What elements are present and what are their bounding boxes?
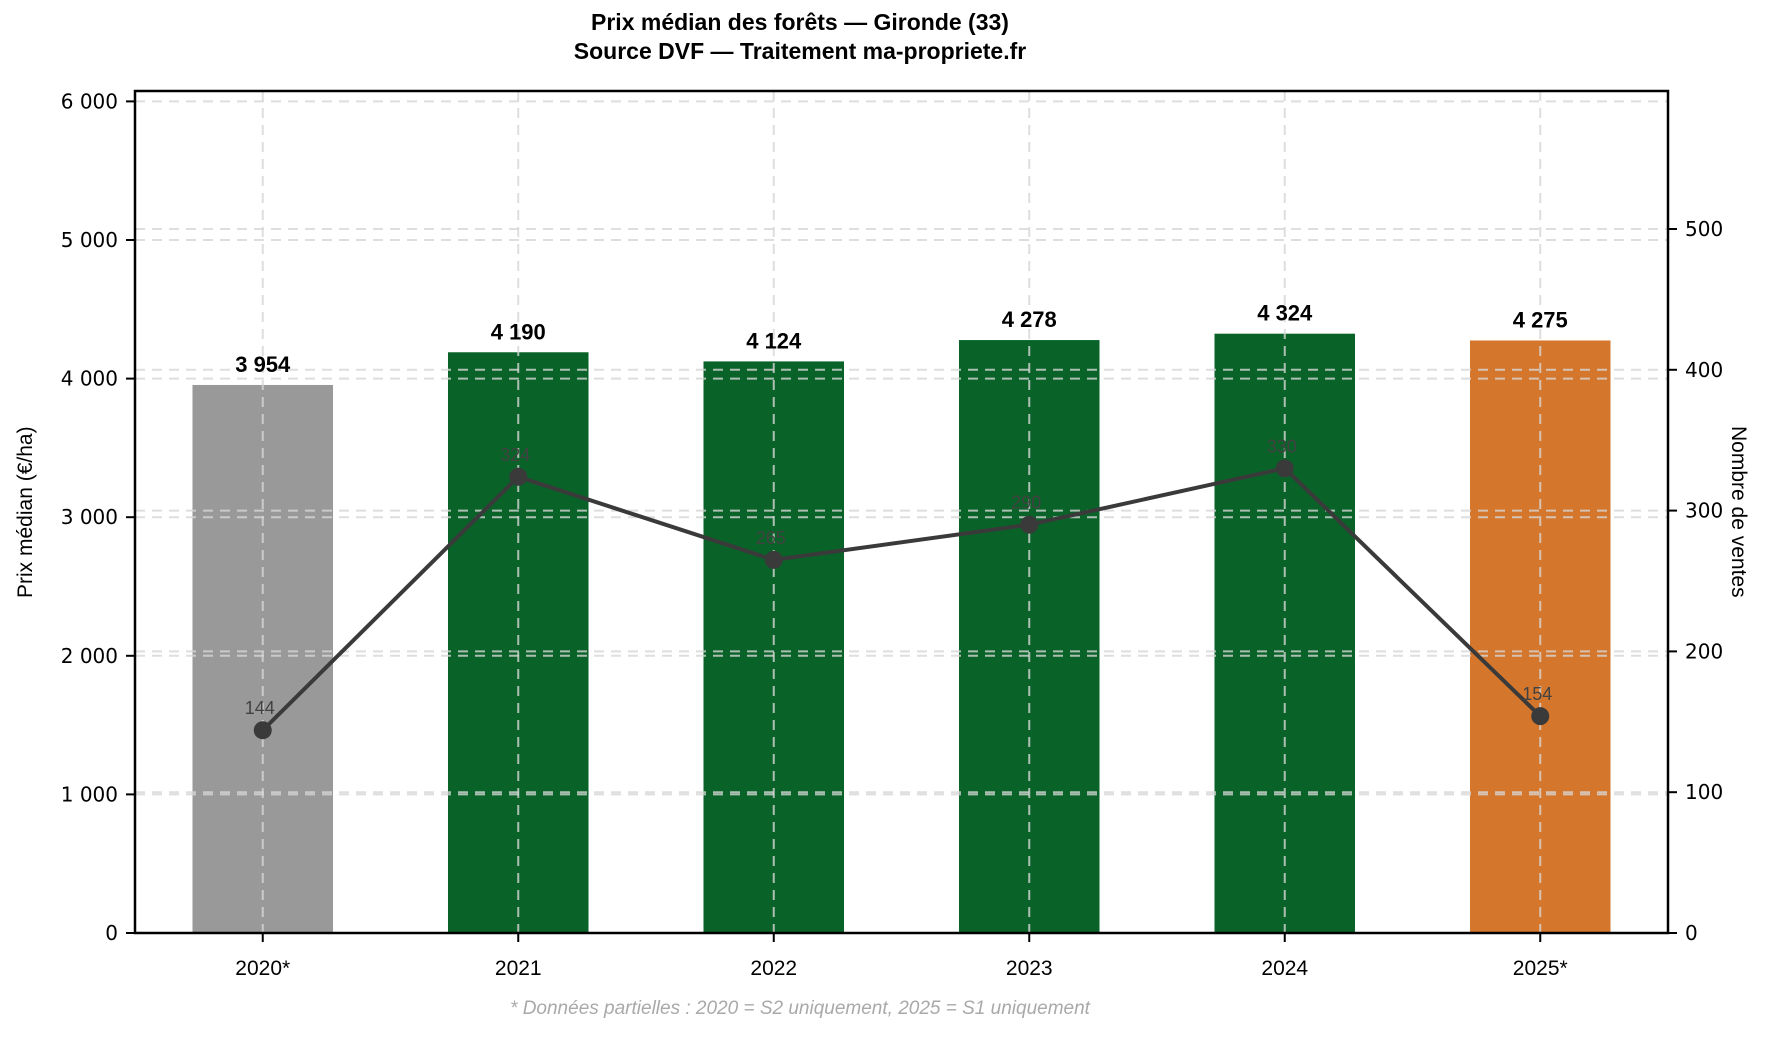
x-tick-label: 2020* [235, 957, 290, 980]
y-tick-label-left: 3 000 [61, 505, 118, 529]
y-tick-label-right: 300 [1685, 499, 1723, 523]
y-tick-label-left: 1 000 [61, 782, 118, 806]
data-point-label: 330 [1267, 436, 1297, 456]
y-tick-label-right: 0 [1685, 921, 1698, 945]
data-point [253, 721, 272, 740]
chart-title: Prix médian des forêts — Gironde (33) So… [0, 8, 1600, 66]
x-tick-label: 2021 [495, 957, 542, 980]
x-tick-label: 2022 [750, 957, 797, 980]
x-tick-label: 2024 [1261, 957, 1308, 980]
x-tick-label: 2025* [1513, 957, 1568, 980]
bar-value-label: 4 190 [491, 319, 546, 344]
data-point [1275, 459, 1294, 478]
chart-title-line-1: Prix médian des forêts — Gironde (33) [591, 9, 1009, 35]
bar-value-label: 4 275 [1513, 307, 1568, 332]
data-point [1531, 707, 1550, 726]
y-tick-label-left: 4 000 [61, 367, 118, 391]
y-tick-label-right: 400 [1685, 358, 1723, 382]
y-tick-label-right: 100 [1685, 780, 1723, 804]
bar-value-label: 4 278 [1002, 307, 1057, 332]
data-point [1020, 515, 1039, 534]
footnote: * Données partielles : 2020 = S2 uniquem… [510, 998, 1090, 1019]
y-tick-label-left: 6 000 [61, 89, 118, 113]
data-point-label: 265 [756, 528, 786, 548]
bar-value-label: 4 124 [746, 328, 802, 353]
y-tick-label-left: 2 000 [61, 644, 118, 668]
y-tick-label-left: 0 [105, 921, 118, 945]
plot-border [133, 89, 1670, 935]
data-point-label: 154 [1522, 684, 1552, 704]
y-tick-label-right: 200 [1685, 639, 1723, 663]
sales-line [260, 466, 1543, 733]
y-axis-label-left: Prix médian (€/ha) [14, 426, 37, 598]
bar-value-label: 3 954 [235, 352, 291, 377]
chart-title-line-2: Source DVF — Traitement ma-propriete.fr [573, 38, 1027, 64]
data-point-label: 324 [500, 445, 530, 465]
data-point-label: 290 [1011, 493, 1041, 513]
y-tick-label-right: 500 [1685, 217, 1723, 241]
data-point [509, 467, 528, 486]
y-tick-label-left: 5 000 [61, 228, 118, 252]
y-axis-label-right: Nombre de ventes [1727, 426, 1750, 598]
data-point-label: 144 [245, 698, 275, 718]
data-point [764, 550, 783, 569]
x-tick-label: 2023 [1006, 957, 1053, 980]
bar-value-label: 4 324 [1257, 301, 1313, 326]
